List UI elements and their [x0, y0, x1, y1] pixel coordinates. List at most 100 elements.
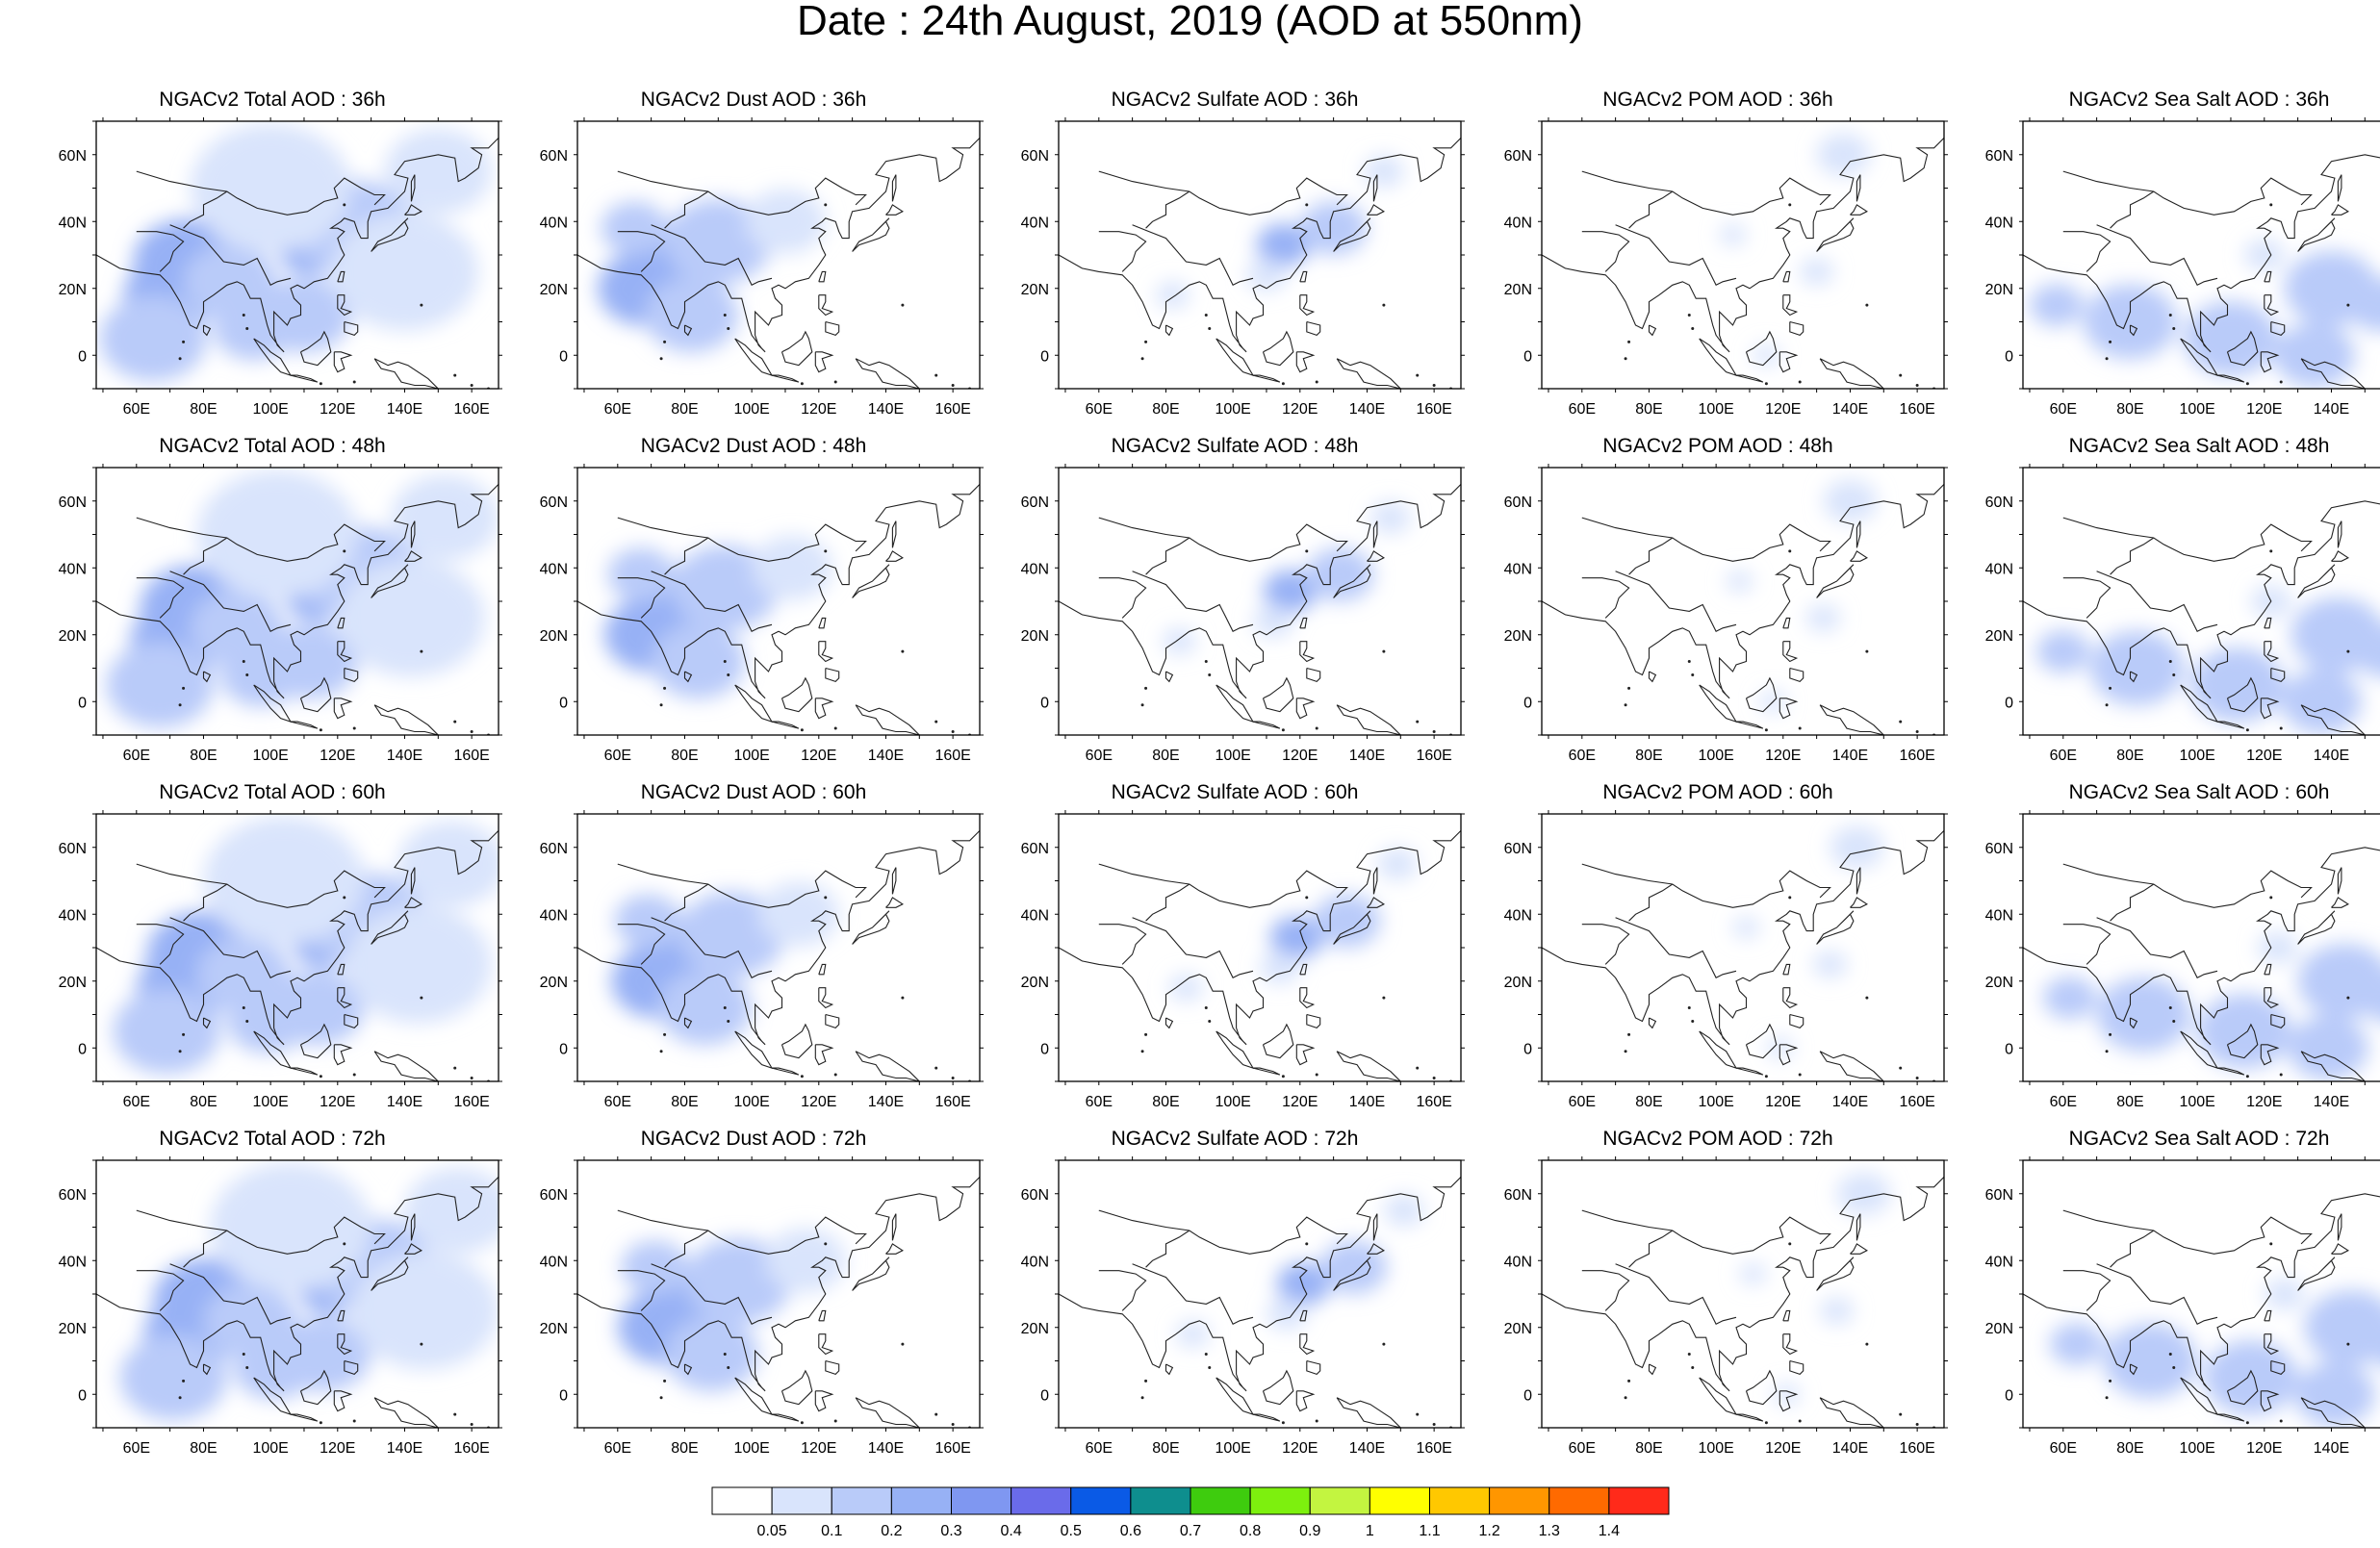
coastline: [1306, 320, 1321, 337]
coastline: [1367, 204, 1386, 216]
island: [1144, 340, 1148, 343]
coastline: [1372, 174, 1378, 202]
coastline: [183, 1230, 228, 1268]
lon-tick-label: 160E: [1899, 1094, 1934, 1110]
lon-tick-label: 60E: [2050, 401, 2077, 418]
aod-area: [1383, 1194, 1424, 1227]
lon-tick-label: 140E: [2314, 748, 2349, 764]
lon-tick-label: 120E: [1282, 401, 1318, 418]
panel-title: NGACv2 Total AOD : 48h: [159, 435, 386, 457]
panel-title: NGACv2 Total AOD : 72h: [159, 1128, 386, 1150]
island: [901, 649, 905, 653]
island: [2269, 203, 2273, 207]
island: [2172, 672, 2176, 676]
coastline: [818, 963, 827, 976]
island: [1899, 720, 1903, 723]
coastline: [136, 863, 386, 908]
lat-tick-label: 40N: [1021, 1254, 1049, 1270]
panel-title: NGACv2 Sea Salt AOD : 36h: [2068, 89, 2330, 111]
island: [343, 549, 346, 553]
panel-title: NGACv2 Sulfate AOD : 72h: [1111, 1128, 1359, 1150]
coastline: [2337, 867, 2342, 895]
lon-tick-label: 60E: [1086, 1094, 1113, 1110]
lon-tick-label: 80E: [671, 1094, 698, 1110]
island: [2279, 1419, 2283, 1423]
aod-area: [1830, 825, 1884, 869]
coastline: [1132, 1263, 1254, 1326]
coastline: [1299, 987, 1316, 1009]
lat-tick-label: 0: [1040, 1041, 1049, 1057]
aod-area: [1306, 547, 1374, 601]
aod-area: [2089, 630, 2185, 706]
aod-area: [2190, 647, 2285, 723]
island: [245, 326, 249, 330]
coastline: [1216, 1377, 1255, 1416]
lon-tick-label: 100E: [252, 1440, 288, 1457]
coastline: [337, 1333, 353, 1356]
lat-tick-label: 60N: [1985, 495, 2013, 511]
lon-tick-label: 60E: [1569, 748, 1596, 764]
coastline: [1628, 1230, 1674, 1268]
lon-tick-label: 100E: [1698, 401, 1733, 418]
island: [1281, 1421, 1285, 1425]
colorbar-swatch: [890, 1486, 952, 1515]
coastline: [577, 830, 980, 1046]
lat-tick-label: 20N: [1021, 628, 1049, 645]
aod-area: [1820, 1297, 1854, 1325]
coastline: [885, 1243, 905, 1255]
colorbar-swatch: [1011, 1486, 1072, 1515]
coastline: [1855, 867, 1861, 895]
coastline: [2260, 351, 2280, 373]
lon-tick-label: 160E: [934, 1094, 970, 1110]
coastline: [373, 1051, 440, 1081]
coastline: [1816, 564, 1855, 598]
island: [2269, 896, 2273, 900]
coastline: [371, 217, 409, 252]
coastline: [290, 721, 319, 729]
coastline: [1782, 987, 1799, 1009]
island: [1624, 1396, 1627, 1400]
coastline: [1615, 1263, 1737, 1326]
island: [319, 728, 322, 732]
coastline: [617, 1209, 867, 1255]
coastline: [891, 1213, 897, 1241]
aod-area: [2035, 629, 2090, 673]
coastline: [2023, 847, 2380, 1046]
island: [663, 340, 667, 343]
island: [352, 380, 356, 384]
island: [2245, 382, 2249, 386]
island: [901, 303, 905, 307]
coastline: [1336, 1397, 1402, 1428]
lat-tick-label: 0: [559, 695, 568, 711]
lat-tick-label: 40N: [1021, 907, 1049, 924]
coastline: [1098, 577, 1147, 619]
coastline: [1252, 374, 1281, 383]
island: [2269, 549, 2273, 553]
map-panel: NGACv2 Sulfate AOD : 48h 60E 80E 100E 120E 14…: [1009, 435, 1465, 776]
aod-area: [2243, 239, 2285, 271]
island: [1627, 340, 1631, 343]
lon-tick-label: 120E: [2246, 748, 2282, 764]
coastline: [136, 231, 185, 272]
lat-tick-label: 60N: [540, 148, 568, 165]
lon-tick-label: 80E: [190, 1440, 217, 1457]
island: [1416, 1412, 1420, 1416]
island: [727, 672, 730, 676]
aod-field: [577, 484, 980, 735]
lat-tick-label: 60N: [1021, 495, 1049, 511]
coastline: [337, 617, 345, 629]
coastline: [781, 1023, 813, 1059]
coastline: [96, 484, 499, 699]
aod-area: [106, 642, 214, 728]
island: [833, 1419, 837, 1423]
lat-tick-label: 0: [78, 695, 87, 711]
lon-tick-label: 120E: [801, 748, 836, 764]
lat-tick-label: 60N: [1985, 1187, 2013, 1204]
island: [352, 1419, 356, 1423]
aod-area: [601, 201, 669, 255]
aod-area: [404, 1167, 499, 1254]
aod-area: [2288, 1015, 2368, 1080]
